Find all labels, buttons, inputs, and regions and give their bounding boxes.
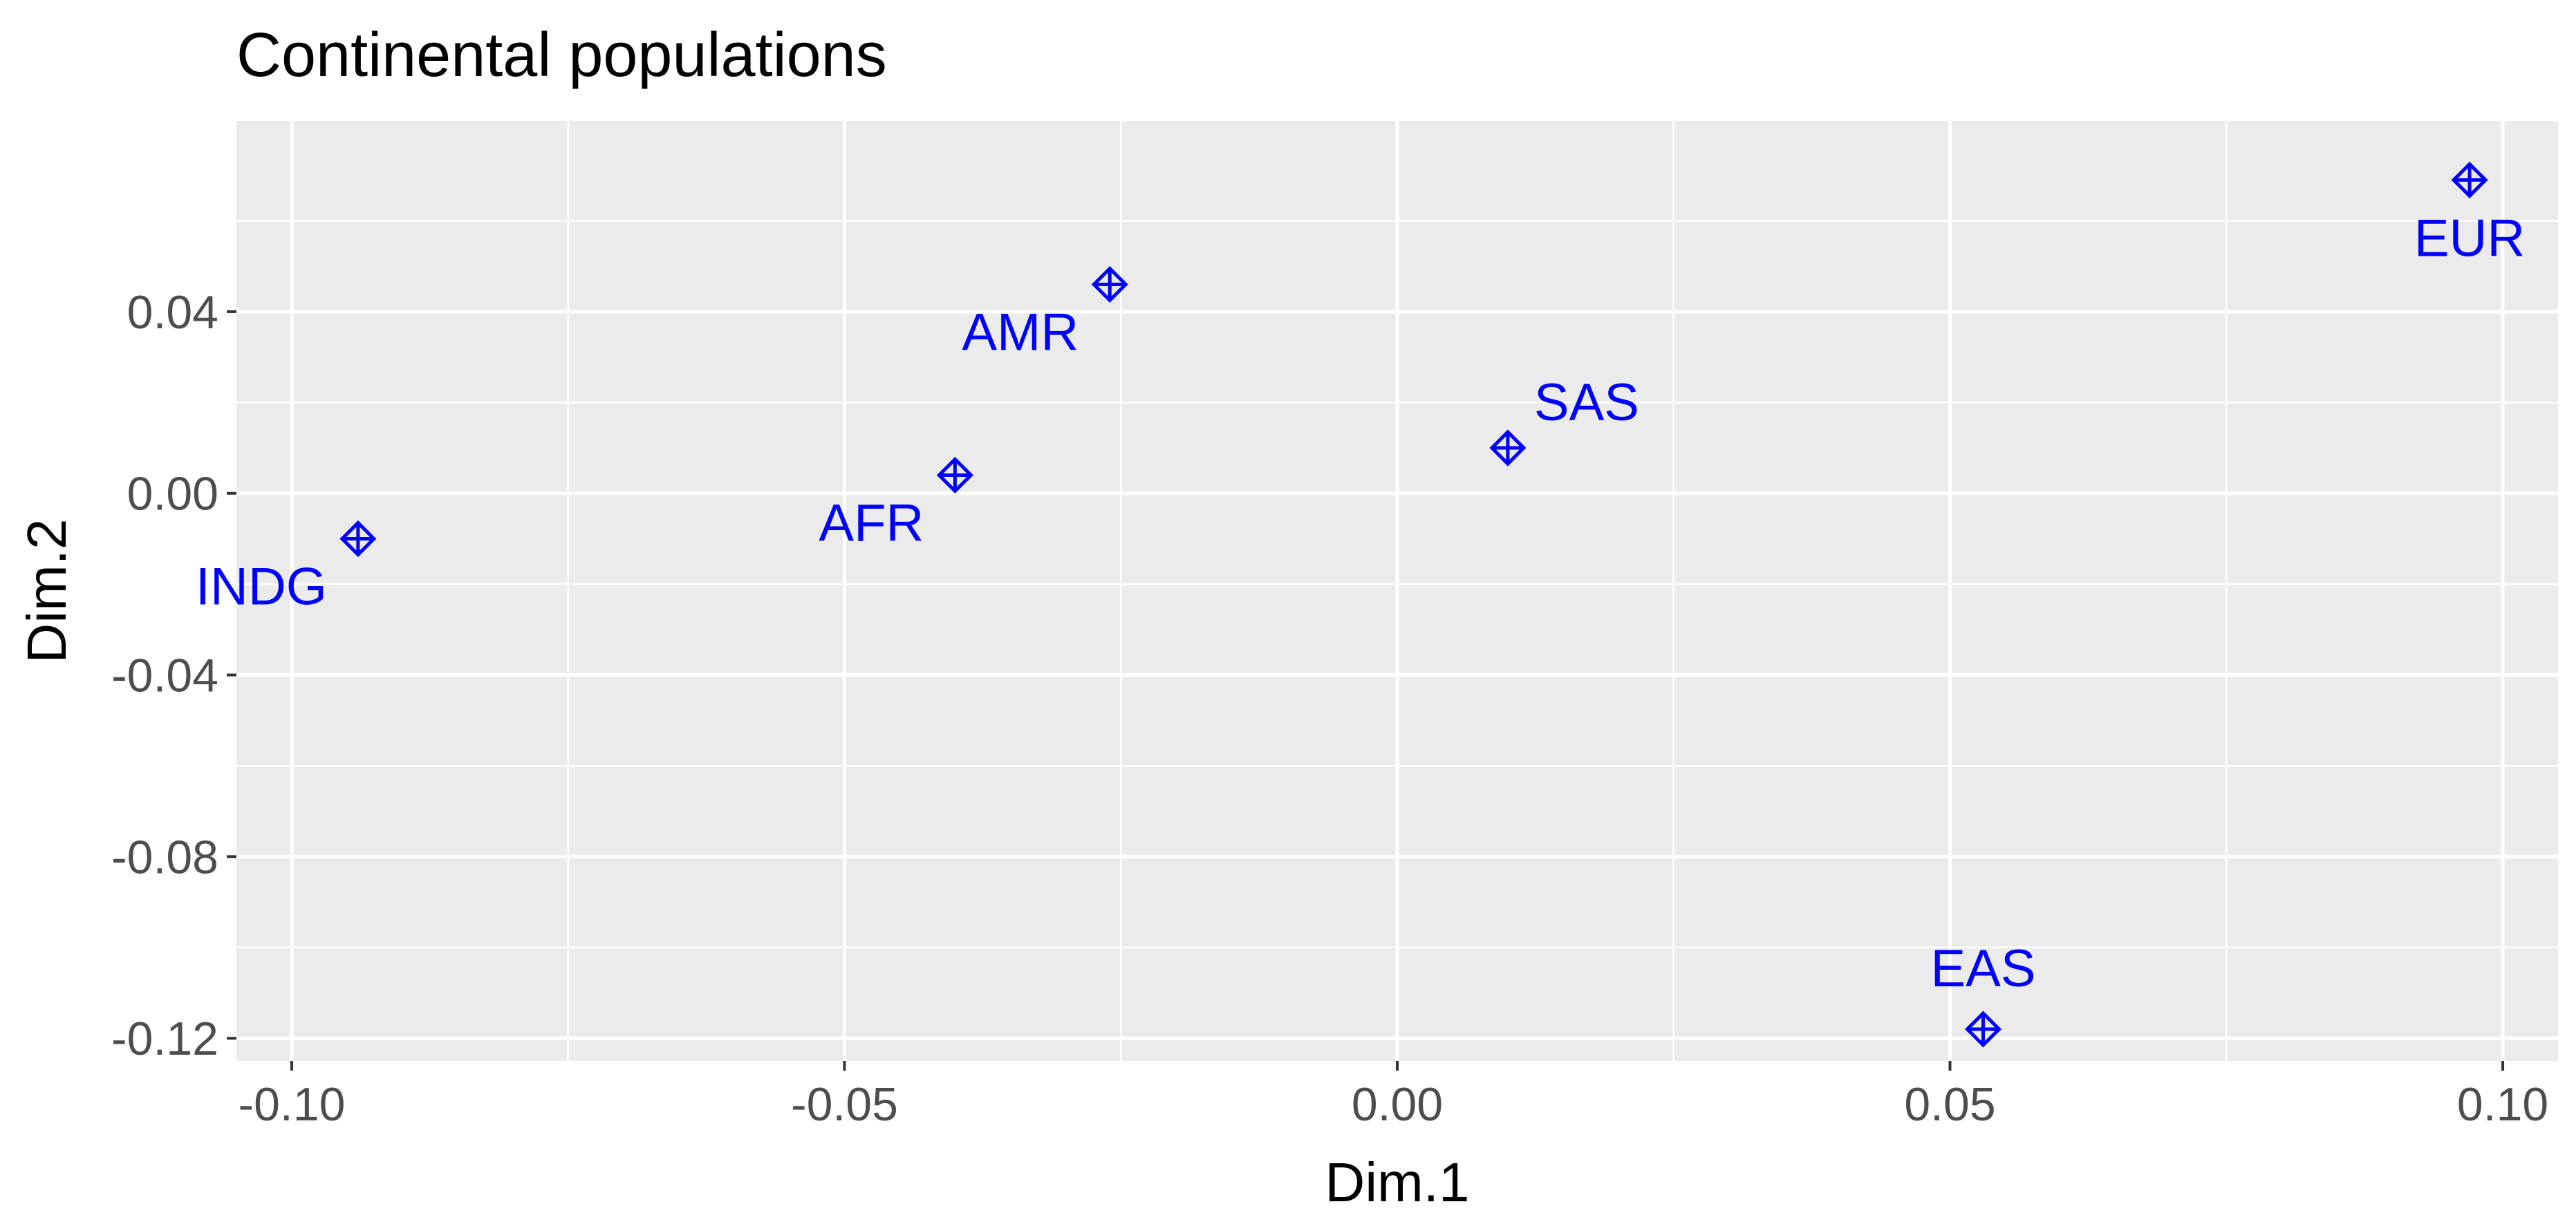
y-axis: -0.12 -0.08 -0.04 0.00 0.04	[111, 286, 236, 1065]
point-label: EUR	[2414, 209, 2525, 267]
grid-major-lines	[236, 121, 2558, 1061]
x-tick-label: -0.10	[238, 1078, 345, 1131]
x-tick-label: -0.05	[791, 1078, 898, 1131]
y-tick-label: -0.12	[111, 1013, 218, 1065]
y-tick-label: -0.08	[111, 831, 218, 883]
x-tick-label: 0.05	[1904, 1078, 1995, 1131]
y-tick-label: -0.04	[111, 650, 218, 702]
y-tick-label: 0.04	[127, 286, 218, 339]
data-points: INDG AFR AMR SAS EAS EUR	[196, 161, 2525, 1048]
x-axis-title: Dim.1	[1325, 1152, 1470, 1213]
data-point-eas: EAS	[1930, 939, 2036, 1048]
x-tick-label: 0.10	[2457, 1078, 2548, 1131]
point-label: SAS	[1534, 373, 1639, 432]
x-tick-label: 0.00	[1352, 1078, 1443, 1131]
chart-title: Continental populations	[236, 21, 887, 90]
y-tick-label: 0.00	[127, 468, 218, 520]
data-point-indg: INDG	[196, 520, 377, 616]
point-label: AMR	[962, 303, 1079, 362]
data-point-eur: EUR	[2414, 161, 2525, 267]
y-axis-title: Dim.2	[16, 519, 77, 664]
point-label: EAS	[1930, 939, 2035, 998]
x-axis: -0.10 -0.05 0.00 0.05 0.10	[238, 1061, 2548, 1131]
data-point-afr: AFR	[819, 456, 973, 552]
point-label: INDG	[196, 557, 327, 616]
data-point-sas: SAS	[1489, 373, 1639, 467]
data-point-amr: AMR	[962, 265, 1128, 362]
point-label: AFR	[819, 494, 924, 552]
